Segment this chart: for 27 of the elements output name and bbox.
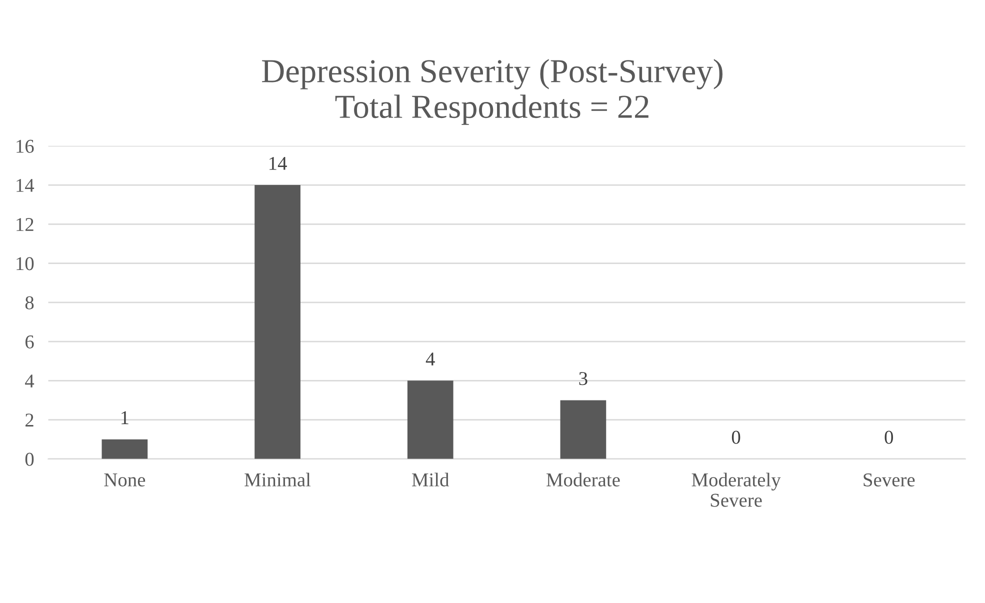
y-tick-label: 6 bbox=[25, 335, 34, 348]
y-tick-label: 14 bbox=[16, 178, 34, 192]
y-tick-label: 0 bbox=[25, 452, 34, 466]
data-label: 1 bbox=[122, 411, 128, 424]
y-tick-label: 8 bbox=[25, 296, 34, 310]
x-tick-label: Minimal bbox=[244, 472, 311, 486]
bar bbox=[560, 400, 606, 459]
data-label: 0 bbox=[732, 430, 740, 444]
x-tick-label: None bbox=[104, 474, 146, 486]
x-tick-label: Moderately Severe bbox=[692, 472, 781, 507]
y-tick-label: 10 bbox=[16, 257, 34, 270]
x-tick-label: Moderate bbox=[546, 472, 620, 486]
bar bbox=[254, 185, 300, 459]
y-tick-label: 12 bbox=[16, 218, 34, 231]
bar bbox=[407, 380, 454, 459]
data-label: 4 bbox=[426, 352, 435, 366]
chart-subtitle: Total Respondents = 22 bbox=[335, 94, 648, 125]
y-tick-label: 16 bbox=[16, 140, 34, 153]
bar bbox=[102, 439, 148, 459]
y-tick-label: 4 bbox=[25, 374, 34, 388]
chart-title: Depression Severity (Post-Survey) bbox=[262, 59, 722, 90]
data-label: 0 bbox=[884, 430, 893, 444]
x-tick-label: Mild bbox=[412, 472, 450, 486]
data-label: 14 bbox=[270, 156, 287, 170]
y-tick-label: 2 bbox=[26, 414, 34, 427]
x-tick-label: Severe bbox=[864, 473, 915, 486]
data-label: 3 bbox=[579, 372, 588, 386]
